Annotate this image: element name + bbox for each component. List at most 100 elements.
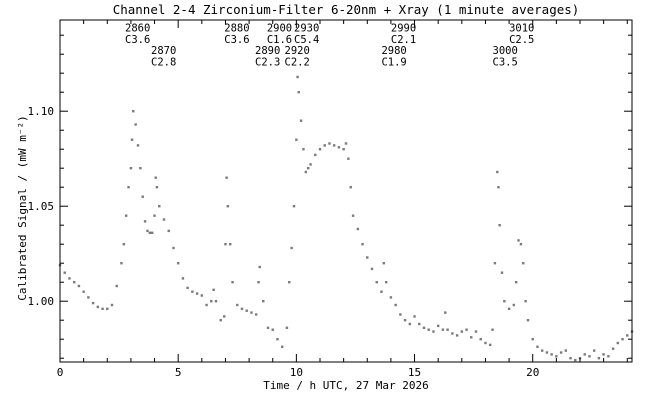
data-point bbox=[500, 271, 504, 274]
data-point bbox=[299, 119, 303, 122]
data-point bbox=[408, 322, 412, 326]
data-point bbox=[344, 142, 348, 145]
data-point bbox=[297, 91, 300, 94]
flare-annotation: 2870 bbox=[151, 45, 176, 57]
data-point bbox=[564, 349, 568, 352]
data-point bbox=[210, 300, 213, 303]
y-tick-label: 1.05 bbox=[28, 200, 55, 213]
data-point bbox=[382, 262, 386, 265]
data-point bbox=[132, 110, 135, 113]
data-point bbox=[141, 195, 144, 198]
flare-annotation: 2890 bbox=[255, 45, 280, 57]
data-point bbox=[342, 148, 345, 151]
data-point bbox=[106, 307, 109, 310]
data-point bbox=[228, 243, 232, 246]
data-point bbox=[427, 328, 430, 331]
data-point bbox=[451, 332, 454, 335]
data-point bbox=[366, 256, 369, 259]
axes: 0 5 10 15 20 1.00 1.05 1.10 bbox=[28, 19, 633, 379]
plot-frame bbox=[59, 19, 633, 363]
data-point bbox=[474, 330, 478, 333]
data-point bbox=[226, 205, 230, 208]
data-point bbox=[153, 214, 156, 217]
flare-annotation: C2.2 bbox=[285, 57, 310, 69]
data-point bbox=[87, 296, 90, 299]
data-point bbox=[512, 303, 516, 307]
data-point bbox=[110, 303, 114, 307]
data-point bbox=[219, 319, 222, 322]
data-point bbox=[134, 123, 137, 126]
data-point bbox=[555, 355, 558, 358]
data-point bbox=[531, 338, 534, 341]
flare-annotation: 2900 bbox=[267, 22, 292, 34]
data-point bbox=[422, 326, 426, 329]
flare-annotation: C3.5 bbox=[493, 57, 518, 69]
flare-annotation: 2880 bbox=[224, 22, 249, 34]
data-point bbox=[115, 284, 118, 288]
data-point bbox=[524, 300, 527, 303]
data-point bbox=[96, 305, 100, 309]
data-point bbox=[258, 265, 261, 269]
data-point bbox=[191, 290, 194, 293]
data-point bbox=[200, 294, 204, 297]
data-point bbox=[375, 281, 378, 284]
data-point bbox=[314, 153, 317, 157]
data-point bbox=[351, 214, 355, 217]
data-point bbox=[304, 170, 308, 174]
data-points bbox=[58, 75, 634, 362]
flare-annotation: 2860 bbox=[125, 22, 150, 34]
data-point bbox=[136, 144, 140, 147]
flare-annotation: C1.9 bbox=[381, 57, 406, 69]
data-point bbox=[323, 144, 326, 147]
data-point bbox=[328, 142, 331, 145]
flare-annotation: 3000 bbox=[493, 45, 518, 57]
data-point bbox=[250, 311, 253, 314]
data-point bbox=[497, 186, 500, 189]
data-point bbox=[517, 239, 520, 242]
data-point bbox=[347, 157, 350, 160]
x-tick-label: 15 bbox=[408, 366, 421, 379]
chart-title: Channel 2-4 Zirconium-Filter 6-20nm + Xr… bbox=[113, 2, 580, 17]
data-point bbox=[120, 262, 123, 265]
x-tick-label: 20 bbox=[526, 366, 539, 379]
data-point bbox=[559, 351, 563, 354]
data-point bbox=[130, 138, 134, 141]
data-point bbox=[280, 345, 284, 348]
data-point bbox=[127, 186, 130, 189]
data-point bbox=[63, 271, 66, 274]
data-point bbox=[484, 341, 487, 345]
data-point bbox=[493, 262, 497, 265]
data-point bbox=[285, 326, 289, 329]
data-point bbox=[240, 307, 244, 310]
data-point bbox=[68, 277, 71, 280]
data-point bbox=[526, 319, 530, 322]
data-point bbox=[318, 148, 322, 151]
flare-annotations: 2860C3.62870C2.82880C3.62890C2.32900C1.6… bbox=[125, 22, 534, 68]
data-point bbox=[361, 243, 364, 246]
data-point bbox=[496, 170, 499, 174]
data-point bbox=[158, 205, 161, 208]
data-point bbox=[155, 186, 159, 189]
data-point bbox=[101, 307, 104, 310]
data-point bbox=[302, 148, 305, 151]
data-point bbox=[77, 284, 81, 288]
data-point bbox=[150, 231, 154, 234]
data-point bbox=[503, 300, 506, 303]
x-tick-label: 5 bbox=[175, 366, 182, 379]
data-point bbox=[122, 243, 126, 246]
data-point bbox=[257, 281, 260, 284]
data-point bbox=[306, 167, 310, 170]
y-tick-label: 1.10 bbox=[28, 105, 55, 118]
data-point bbox=[212, 288, 215, 291]
data-point bbox=[592, 349, 596, 352]
data-point bbox=[82, 290, 85, 293]
data-point bbox=[403, 319, 407, 322]
data-point bbox=[621, 338, 624, 341]
data-point bbox=[583, 353, 586, 356]
flare-annotation: 3010 bbox=[509, 22, 534, 34]
data-point bbox=[444, 311, 447, 314]
data-point bbox=[124, 214, 128, 217]
data-point bbox=[271, 328, 274, 331]
flare-annotation: 2990 bbox=[391, 22, 416, 34]
